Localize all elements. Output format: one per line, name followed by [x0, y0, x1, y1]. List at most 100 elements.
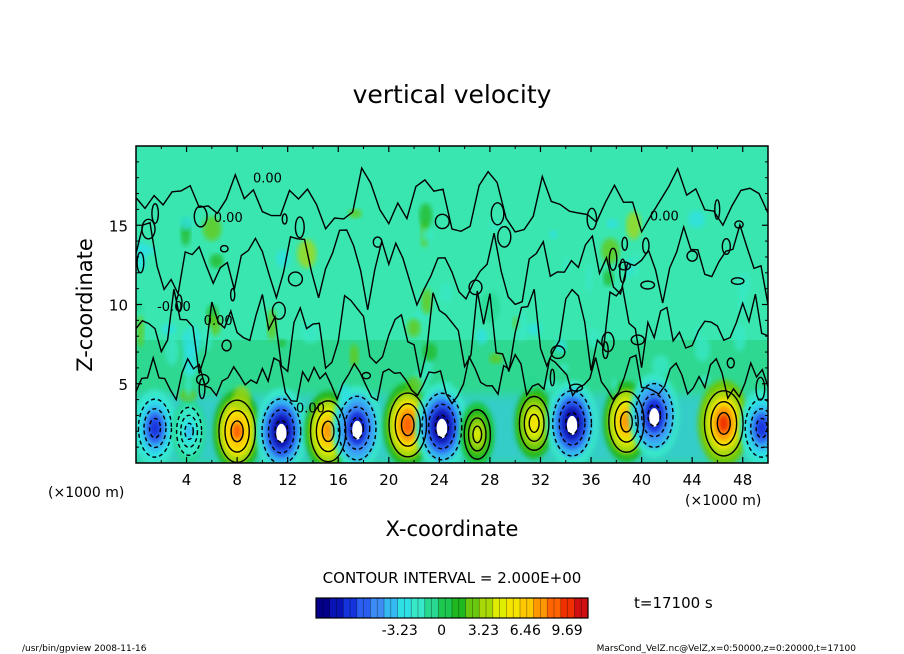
closed-contour: [618, 261, 632, 271]
structure-blob: [165, 335, 179, 367]
x-axis-label: X-coordinate: [386, 517, 519, 541]
zero-contour: [136, 166, 768, 234]
structure-blob: [349, 343, 359, 368]
cell-contour: [613, 400, 639, 443]
colorbar-tick-label: 9.69: [552, 623, 583, 639]
closed-contour: [642, 237, 650, 254]
cell-contour: [180, 414, 199, 449]
contour-labels: 0.00 0.00 0.00 -0.00 0.00 0.00: [157, 171, 679, 416]
x-tick-label: 48: [733, 471, 752, 489]
x-axis: 4 8 12 16 20 24 28 32 36 40 44 48: [160, 146, 752, 489]
cell-contour: [703, 390, 744, 457]
colorbar-frame: [315, 597, 589, 619]
x-tick-label: 8: [232, 471, 242, 489]
cell-contour: [321, 420, 335, 443]
closed-contour: [608, 247, 618, 271]
cell-contour: [755, 417, 768, 439]
x-tick-label: 16: [329, 471, 348, 489]
cell-contour: [388, 392, 428, 458]
closed-contour: [568, 383, 584, 392]
colorbar-ticks: -3.23 0 3.23 6.46 9.69: [382, 623, 583, 639]
structure-blob: [209, 253, 224, 269]
x-tick-label: 12: [278, 471, 297, 489]
colorbar-tick-label: 3.23: [468, 623, 499, 639]
cell-13: [697, 379, 750, 463]
structure-blob: [687, 210, 706, 229]
cell-core: [276, 423, 287, 443]
structure-blob: [136, 315, 145, 348]
colorbar-tick-label: -3.23: [382, 623, 418, 639]
closed-contour: [549, 368, 556, 387]
cell-contour: [619, 410, 634, 433]
cell-12: [629, 372, 680, 458]
closed-contour: [372, 236, 383, 248]
structure-blob: [626, 211, 642, 240]
structure-blob: [138, 245, 155, 256]
y-axis-label: Z-coordinate: [73, 238, 97, 372]
structure-blob: [338, 383, 352, 406]
structure-blob: [277, 339, 286, 348]
cell-contour: [518, 395, 550, 451]
cell-14: [739, 389, 768, 463]
contour-label: 0.00: [296, 401, 325, 416]
closed-contour: [136, 251, 145, 274]
closed-contour: [434, 213, 450, 230]
structure-blob: [439, 282, 453, 304]
colorbar: [316, 598, 589, 618]
closed-contour: [229, 287, 236, 302]
cell-0: [136, 389, 177, 463]
structure-blob: [489, 353, 503, 364]
x-tick-label: 24: [430, 471, 449, 489]
colorbar-tick-label: 6.46: [510, 623, 541, 639]
cell-contour: [315, 410, 341, 453]
structure-blob: [585, 263, 593, 293]
structure-blob: [562, 257, 571, 273]
cell-layer: [757, 420, 767, 436]
cell-contour: [749, 408, 768, 449]
y-tick-label: 15: [109, 217, 128, 235]
x-unit-right: (×1000 m): [685, 493, 761, 509]
zero-contour: [136, 221, 768, 310]
cell-contour: [184, 422, 194, 441]
cell-contour: [224, 409, 250, 453]
cell-contour: [309, 400, 347, 463]
cell-10: [546, 379, 598, 463]
structure-blob: [275, 250, 291, 268]
time-label: t=17100 s: [634, 594, 713, 612]
cell-layer: [150, 420, 160, 436]
closed-contour: [221, 339, 232, 352]
closed-contour: [219, 244, 229, 253]
structure-blob: [202, 216, 222, 241]
structure-blob: [651, 354, 670, 377]
contour-label: 0.00: [253, 171, 282, 186]
cell-contour: [528, 413, 540, 434]
x-unit-left: (×1000 m): [48, 485, 124, 501]
cell-1: [172, 399, 206, 463]
closed-contour: [195, 373, 210, 386]
closed-contour: [730, 277, 745, 286]
cell-contour: [434, 414, 450, 439]
closed-contour: [271, 301, 286, 320]
cell-contour: [137, 398, 173, 458]
cell-contour: [647, 404, 662, 427]
structure-blob: [182, 327, 202, 357]
structure-blob: [515, 311, 528, 342]
closed-contour: [714, 199, 721, 220]
structure-blob: [406, 376, 422, 394]
closed-contour: [198, 378, 206, 400]
closed-contour: [141, 218, 156, 240]
closed-contour: [193, 205, 208, 228]
cell-layer: [323, 423, 333, 440]
contour-label: 0.00: [650, 209, 679, 224]
closed-contour: [468, 279, 483, 296]
chart-title: vertical velocity: [353, 80, 552, 109]
cell-contour: [337, 395, 377, 461]
closed-contour: [686, 250, 699, 262]
y-axis: 5 10 15: [109, 161, 768, 448]
closed-contour: [640, 280, 656, 290]
cell-contour: [552, 390, 593, 457]
contour-label: 0.00: [214, 211, 243, 226]
cell-contour: [175, 406, 203, 457]
structure-blob: [733, 323, 746, 352]
